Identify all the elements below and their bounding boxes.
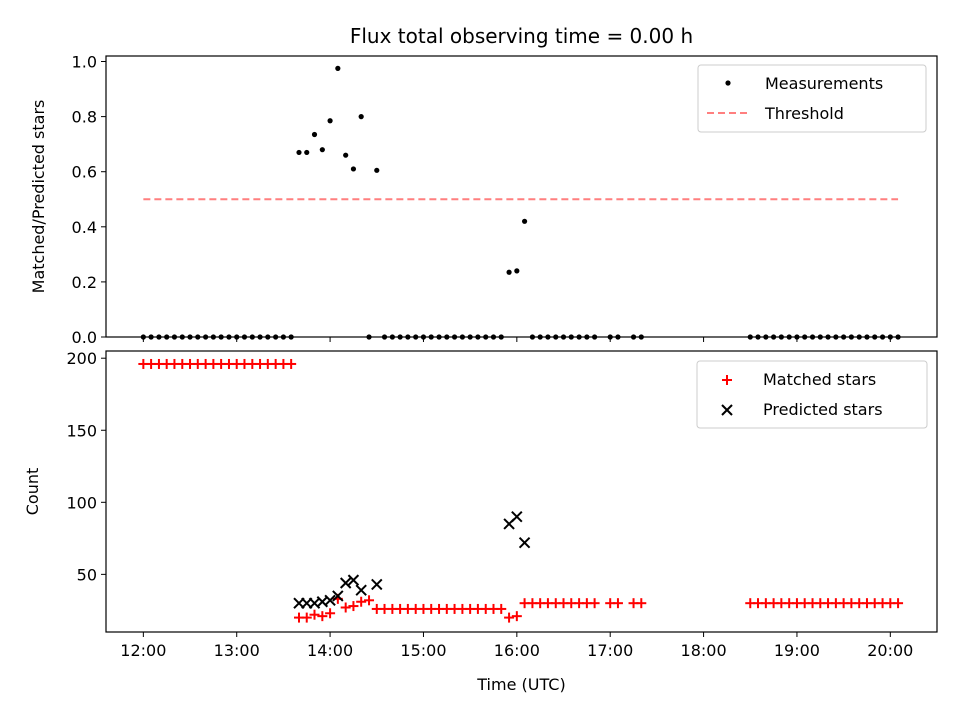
- x-tick-label: 12:00: [120, 641, 166, 660]
- top-x-ticks: [142, 337, 891, 342]
- measurement-point: [350, 166, 357, 172]
- top-panel: Flux total observing time = 0.00 h 0.00.…: [29, 24, 938, 347]
- measurement-point: [304, 149, 310, 156]
- x-tick-label: 14:00: [307, 641, 353, 660]
- measurement-point: [319, 147, 325, 153]
- x-tick-label: 17:00: [587, 641, 633, 660]
- matched-stars-point: [496, 603, 507, 614]
- predicted-stars-point: [347, 574, 360, 586]
- measurement-point: [343, 152, 349, 158]
- matched-stars-point: [317, 611, 328, 622]
- top-legend-frame: [697, 64, 927, 133]
- measurement-point: [311, 131, 318, 138]
- matched-stars-point: [340, 602, 351, 613]
- matched-stars-point: [893, 598, 904, 609]
- bottom-legend: Matched stars Predicted stars: [696, 360, 928, 429]
- x-tick-label: 15:00: [400, 641, 446, 660]
- predicted-stars-point: [324, 594, 336, 607]
- predicted-stars-point: [339, 577, 352, 589]
- legend-plus: [722, 375, 732, 385]
- x-tick-label: 13:00: [214, 641, 260, 660]
- predicted-stars-point: [332, 590, 344, 602]
- top-y-ticks: 0.0 0.2 0.4 0.6 0.8 1.0: [72, 53, 106, 347]
- top-axes-frame: [105, 55, 938, 338]
- matched-stars-point: [364, 595, 375, 606]
- predicted-stars-point: [518, 536, 531, 549]
- predicted-stars-point: [371, 578, 383, 591]
- bottom-y-ticks: 50 100 150 200: [66, 349, 106, 584]
- legend-predicted-stars-label: Predicted stars: [763, 400, 883, 419]
- measurement-point: [521, 218, 528, 224]
- matched-stars-point: [348, 601, 359, 612]
- y-tick-label: 0.2: [72, 273, 97, 292]
- matched-stars-point: [612, 598, 623, 609]
- matched-stars-point: [636, 598, 647, 609]
- predicted-stars-point: [355, 584, 367, 596]
- matched-stars-point: [286, 358, 297, 369]
- y-tick-label: 0.6: [72, 163, 97, 182]
- y-tick-label: 0.0: [72, 328, 97, 347]
- legend-predicted-stars-marker: [721, 404, 733, 416]
- top-legend: Measurements Threshold: [697, 64, 927, 133]
- bottom-x-axis-label: Time (UTC): [476, 675, 565, 694]
- legend-dot: [725, 80, 731, 86]
- bottom-axes-frame: [105, 350, 938, 633]
- bottom-y-axis-label: Count: [23, 468, 42, 516]
- measurement-point: [327, 118, 333, 124]
- matched-stars-point: [504, 612, 515, 623]
- matched-stars-point: [325, 608, 336, 619]
- measurement-point: [358, 114, 364, 120]
- measurement-point: [374, 167, 380, 173]
- y-tick-label: 200: [66, 349, 97, 368]
- bottom-panel: 50 100 150 200 12:00 13:00 14:00 15:00 16:00 17:…: [23, 349, 938, 694]
- y-tick-label: 100: [66, 493, 97, 512]
- y-tick-label: 0.4: [72, 218, 97, 237]
- y-tick-label: 150: [66, 421, 97, 440]
- x-tick-label: 19:00: [774, 641, 820, 660]
- y-tick-label: 50: [77, 565, 97, 584]
- legend-measurements-label: Measurements: [765, 74, 883, 93]
- bottom-x-ticks: 12:00 13:00 14:00 15:00 16:00 17:00 18:00 19:00…: [120, 632, 913, 660]
- predicted-stars-point: [511, 511, 523, 523]
- measurement-point: [335, 65, 341, 71]
- measurement-point: [514, 268, 520, 274]
- measurement-point: [296, 149, 302, 156]
- matched-stars-point: [356, 596, 367, 607]
- matched-stars-point: [301, 612, 312, 623]
- y-tick-label: 0.8: [72, 108, 97, 127]
- x-tick-label: 16:00: [494, 641, 540, 660]
- chart-title: Flux total observing time = 0.00 h: [350, 24, 693, 48]
- legend-matched-stars-marker: [722, 375, 732, 385]
- legend-x: [721, 404, 733, 416]
- matched-stars-point: [589, 598, 600, 609]
- legend-threshold-label: Threshold: [764, 104, 844, 123]
- y-tick-label: 1.0: [72, 53, 97, 72]
- matched-stars-point: [309, 609, 320, 620]
- top-y-axis-label: Matched/Predicted stars: [29, 100, 48, 294]
- x-tick-label: 20:00: [867, 641, 913, 660]
- x-tick-label: 18:00: [681, 641, 727, 660]
- legend-matched-stars-label: Matched stars: [763, 370, 876, 389]
- matched-stars-point: [511, 611, 522, 622]
- legend-measurements-marker: [725, 80, 731, 86]
- bottom-legend-frame: [696, 360, 928, 429]
- measurement-point: [506, 269, 512, 275]
- bottom-plot-area: [138, 358, 904, 623]
